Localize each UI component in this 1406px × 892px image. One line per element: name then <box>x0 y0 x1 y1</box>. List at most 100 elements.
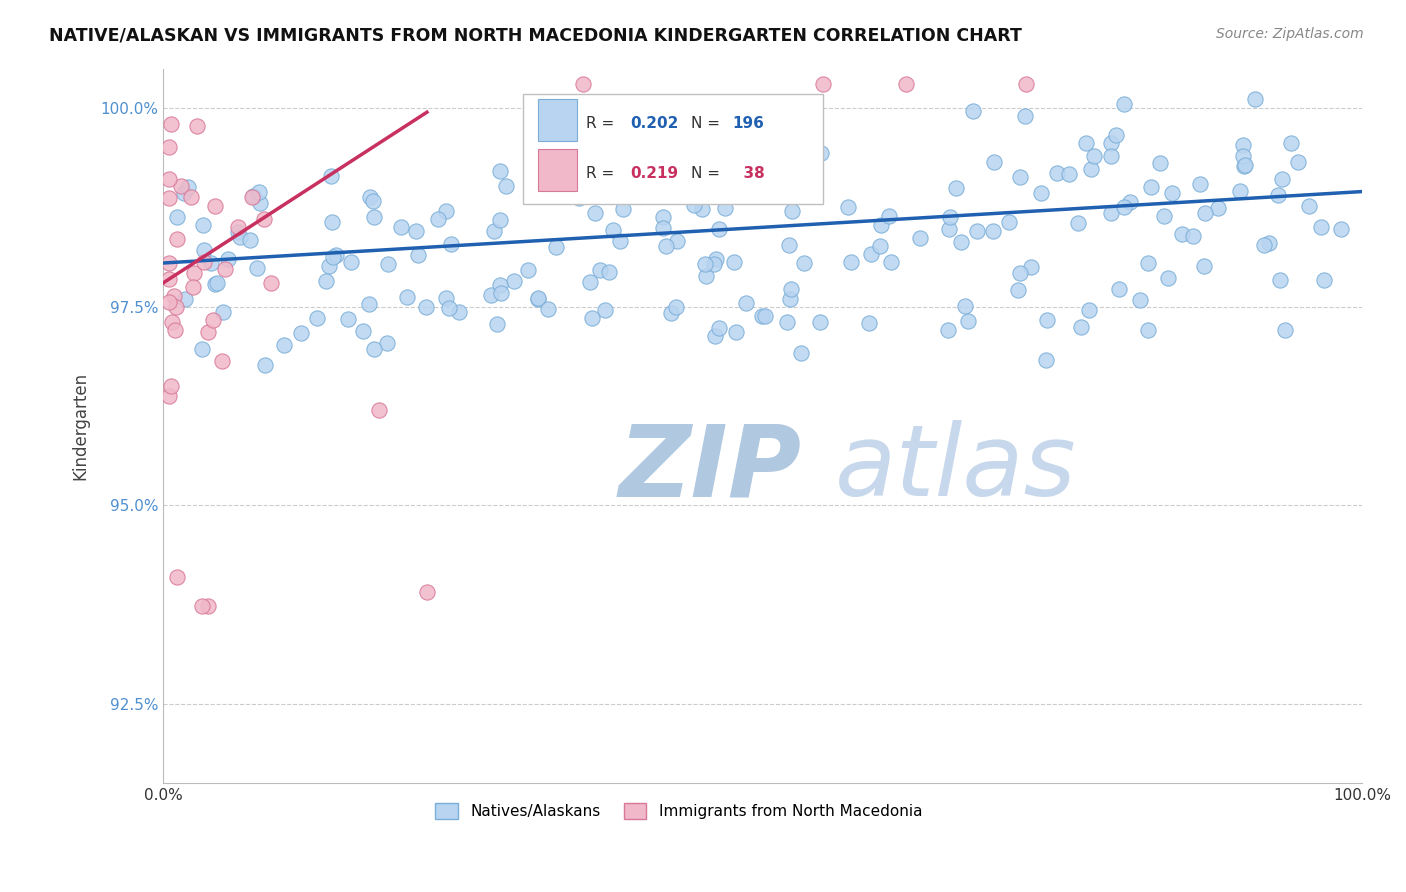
Point <box>190 599 212 613</box>
Point <box>305 311 328 326</box>
Point <box>437 301 460 316</box>
Point <box>368 402 391 417</box>
Point <box>1101 149 1123 163</box>
Point <box>695 268 717 283</box>
Y-axis label: Kindergarten: Kindergarten <box>72 372 89 480</box>
Point <box>707 221 730 235</box>
Point <box>191 342 214 356</box>
Point <box>537 301 560 316</box>
Point <box>703 257 725 271</box>
Point <box>1267 188 1289 202</box>
Point <box>839 255 862 269</box>
Point <box>193 255 215 269</box>
Point <box>181 279 204 293</box>
Point <box>253 359 276 373</box>
Text: N =: N = <box>690 167 724 181</box>
FancyBboxPatch shape <box>538 149 576 192</box>
Point <box>173 186 195 200</box>
Point <box>966 224 988 238</box>
Point <box>1232 149 1254 163</box>
Point <box>658 180 681 194</box>
Text: NATIVE/ALASKAN VS IMMIGRANTS FROM NORTH MACEDONIA KINDERGARTEN CORRELATION CHART: NATIVE/ALASKAN VS IMMIGRANTS FROM NORTH … <box>49 27 1022 45</box>
Point <box>242 189 264 203</box>
Point <box>359 189 381 203</box>
Point <box>896 78 918 92</box>
Point <box>612 202 634 216</box>
Point <box>1129 293 1152 307</box>
Point <box>375 336 398 351</box>
Point <box>434 203 457 218</box>
Point <box>869 239 891 253</box>
Point <box>1108 282 1130 296</box>
Point <box>290 326 312 341</box>
Point <box>1234 158 1257 172</box>
Point <box>489 286 512 301</box>
Point <box>229 230 252 244</box>
Point <box>352 324 374 338</box>
Point <box>779 293 801 307</box>
Point <box>1014 109 1036 123</box>
Point <box>695 256 717 270</box>
Point <box>778 238 800 252</box>
Point <box>572 78 595 92</box>
Point <box>1161 186 1184 200</box>
Point <box>157 272 180 286</box>
Point <box>957 313 980 327</box>
Point <box>495 178 517 193</box>
Point <box>363 210 385 224</box>
Point <box>723 254 745 268</box>
Point <box>212 304 235 318</box>
Point <box>1206 201 1229 215</box>
Point <box>704 252 727 267</box>
Point <box>389 220 412 235</box>
Point <box>325 248 347 262</box>
Point <box>808 315 831 329</box>
Point <box>790 346 813 360</box>
Point <box>166 210 188 224</box>
Point <box>173 292 195 306</box>
Point <box>1078 303 1101 318</box>
Point <box>176 179 198 194</box>
Point <box>1074 136 1097 150</box>
Point <box>405 224 427 238</box>
Point <box>1286 155 1309 169</box>
Text: R =: R = <box>586 167 620 181</box>
Point <box>553 154 575 169</box>
Point <box>193 243 215 257</box>
Point <box>260 277 283 291</box>
Point <box>780 204 803 219</box>
Point <box>1253 238 1275 252</box>
Point <box>361 194 384 209</box>
Legend: Natives/Alaskans, Immigrants from North Macedonia: Natives/Alaskans, Immigrants from North … <box>429 797 928 825</box>
Point <box>1271 172 1294 186</box>
Point <box>1119 195 1142 210</box>
Point <box>157 140 180 154</box>
FancyBboxPatch shape <box>523 94 823 204</box>
Point <box>997 215 1019 229</box>
Point <box>936 323 959 337</box>
Point <box>703 329 725 343</box>
Point <box>837 200 859 214</box>
Point <box>1099 205 1122 219</box>
Point <box>880 255 903 269</box>
Point <box>396 290 419 304</box>
Point <box>793 256 815 270</box>
Point <box>651 220 673 235</box>
Point <box>214 262 236 277</box>
Point <box>502 274 524 288</box>
Point <box>242 190 264 204</box>
Point <box>533 170 555 185</box>
Point <box>447 305 470 319</box>
Point <box>315 274 337 288</box>
Point <box>1019 260 1042 274</box>
Point <box>1181 228 1204 243</box>
Point <box>1330 222 1353 236</box>
Point <box>1194 206 1216 220</box>
Point <box>1313 273 1336 287</box>
Point <box>598 265 620 279</box>
Point <box>1080 161 1102 176</box>
Point <box>273 338 295 352</box>
Point <box>1104 128 1126 143</box>
Point <box>337 312 360 326</box>
Point <box>226 225 249 239</box>
